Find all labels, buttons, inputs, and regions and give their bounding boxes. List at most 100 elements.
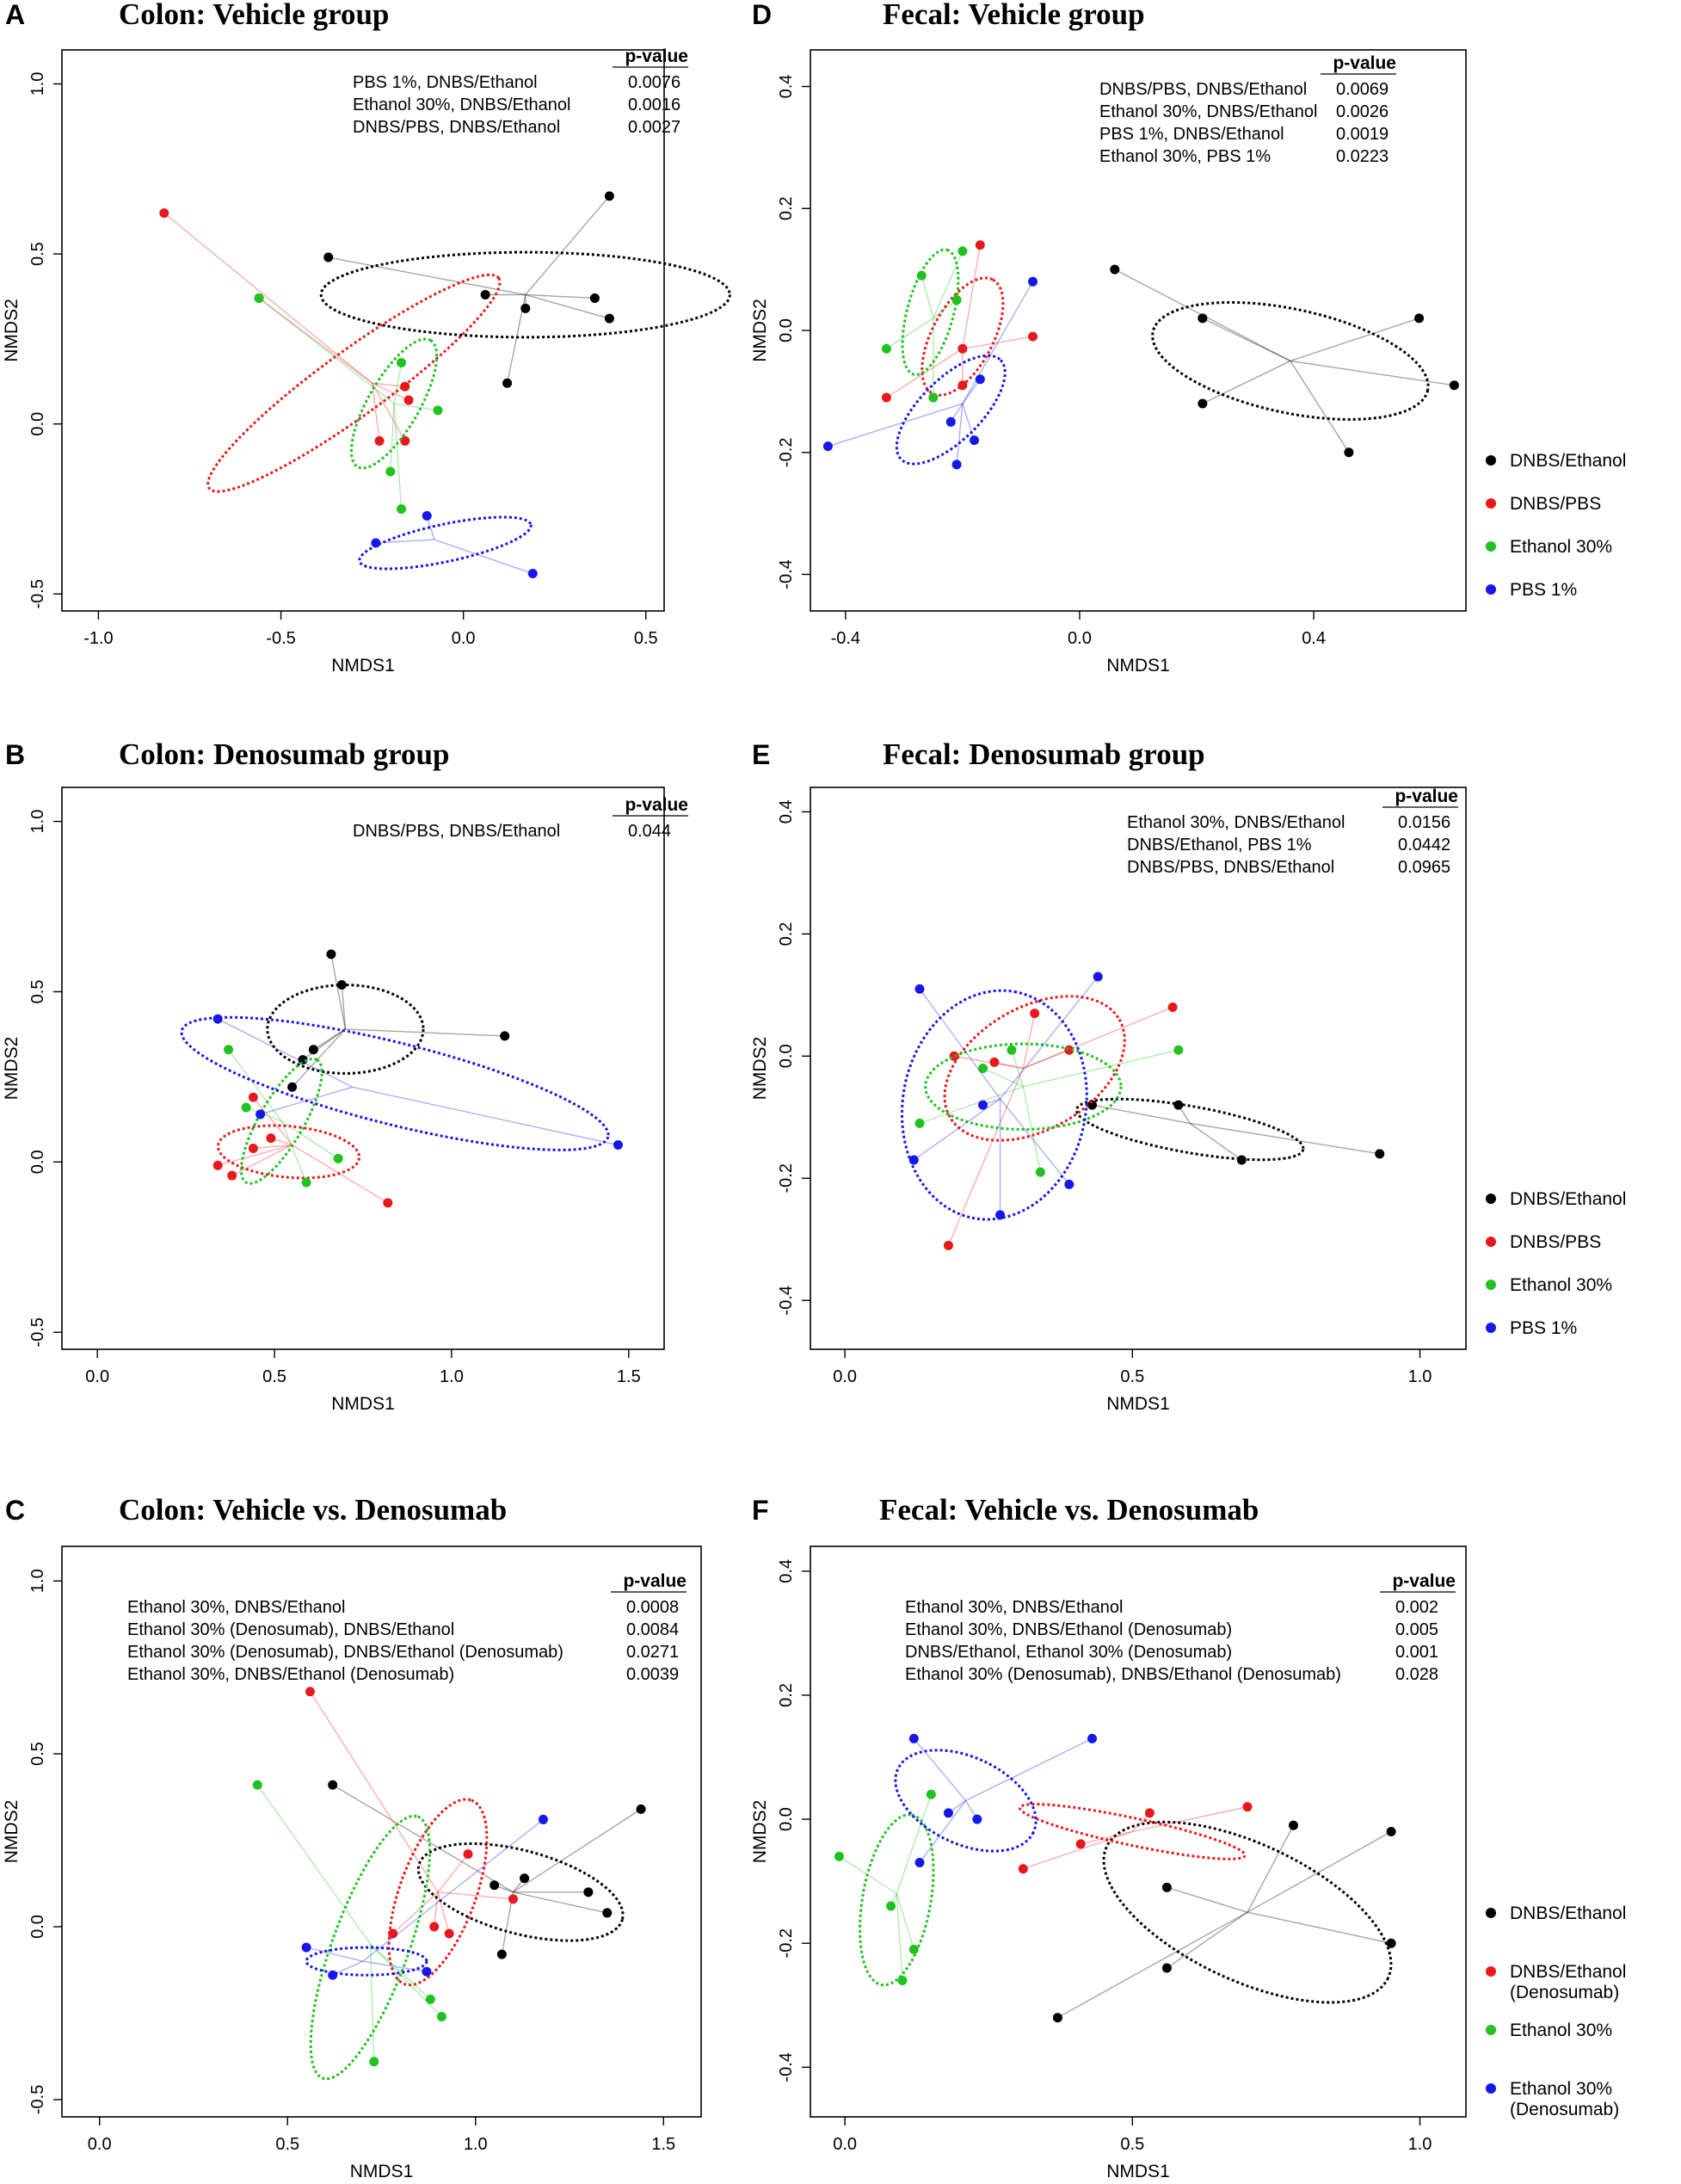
pvalue-value: 0.001	[1395, 1643, 1438, 1662]
spider-line	[896, 1794, 933, 1894]
pvalue-value: 0.0069	[1336, 80, 1389, 99]
data-point	[945, 416, 956, 427]
pvalue-comparison: PBS 1%, DNBS/Ethanol	[353, 73, 538, 92]
data-point	[613, 1140, 623, 1151]
legend-label-suffix: (Denosumab)	[1510, 2100, 1619, 2119]
x-tick-label: 0.5	[262, 1367, 286, 1386]
legend-marker	[1486, 1323, 1496, 1333]
spider-line	[1000, 1098, 1070, 1185]
x-axis-label: NMDS1	[331, 1394, 395, 1414]
data-point	[995, 1210, 1006, 1220]
spider-line	[525, 293, 595, 299]
legend-label: Ethanol 30%	[1510, 2021, 1612, 2040]
legend-marker	[1486, 1237, 1496, 1247]
confidence-ellipse	[319, 250, 731, 339]
spider-line	[933, 250, 964, 319]
spider-line	[252, 1096, 293, 1145]
data-point	[957, 380, 968, 391]
spider-line	[217, 1144, 292, 1166]
plot-frame	[61, 1545, 702, 2118]
y-tick-label: 0.0	[28, 1150, 47, 1174]
y-tick-label: 1.0	[28, 810, 47, 834]
confidence-ellipse	[1019, 1803, 1247, 1860]
pvalue-value: 0.0039	[626, 1665, 679, 1684]
data-point	[301, 1177, 311, 1188]
data-point	[636, 1804, 646, 1814]
spider-line	[886, 348, 964, 398]
data-point	[333, 1153, 343, 1163]
spider-line	[292, 1028, 346, 1088]
series-dnbs-ethanol	[1052, 1820, 1396, 2023]
spider-line	[1247, 1824, 1295, 1913]
data-point	[1064, 1179, 1074, 1189]
spider-line	[933, 299, 957, 319]
spider-line	[953, 1055, 1024, 1070]
plot-frame	[61, 49, 665, 612]
pvalue-header: p-value	[1392, 1571, 1456, 1591]
data-point	[916, 270, 927, 281]
data-point	[436, 2011, 446, 2021]
legend-label: DNBS/PBS	[1510, 494, 1601, 514]
pvalue-value: 0.044	[628, 822, 671, 841]
legend-label-suffix: (Denosumab)	[1510, 1983, 1619, 2002]
legend-label: DNBS/Ethanol	[1510, 1962, 1626, 1982]
data-point	[1007, 1045, 1017, 1055]
series-ethanol-30-denosumab	[301, 1814, 548, 1980]
spider-line	[965, 1737, 1093, 1802]
pvalue-comparison: Ethanol 30%, DNBS/Ethanol (Denosumab)	[127, 1665, 454, 1684]
series-ethanol-30	[224, 1045, 343, 1188]
x-tick-label: -1.0	[83, 629, 113, 648]
x-tick-label: 0.5	[1120, 2135, 1144, 2154]
legend-label: Ethanol 30%	[1510, 537, 1612, 557]
data-point	[252, 1780, 262, 1790]
data-point	[589, 293, 600, 303]
panel-title: Colon: Vehicle group	[119, 0, 389, 31]
panel-letter: C	[5, 1495, 25, 1526]
data-point	[520, 303, 531, 313]
spider-line	[896, 1893, 914, 1950]
pvalue-comparison: Ethanol 30%, DNBS/Ethanol	[905, 1598, 1124, 1617]
y-tick-label: 0.5	[28, 980, 47, 1004]
data-point	[1386, 1938, 1396, 1948]
spider-line	[1167, 1911, 1248, 1969]
spider-line	[437, 1891, 514, 1900]
series-dnbs-pbs	[212, 1092, 393, 1208]
spider-line	[231, 1144, 292, 1176]
legend: DNBS/EthanolDNBS/Ethanol(Denosumab)Ethan…	[1486, 1903, 1626, 2119]
x-tick-label: 0.4	[1302, 629, 1326, 648]
x-tick-label: 0.5	[1120, 1367, 1144, 1386]
pvalue-comparison: DNBS/Ethanol, PBS 1%	[1127, 836, 1312, 854]
spider-line	[513, 1891, 607, 1914]
spider-line	[1202, 360, 1291, 404]
spider-line	[1000, 976, 1099, 1100]
confidence-ellipse	[1102, 1820, 1393, 2004]
data-point	[248, 1144, 258, 1154]
data-point	[1075, 1839, 1086, 1849]
pvalue-value: 0.0271	[626, 1643, 679, 1662]
spider-line	[369, 1944, 375, 2062]
pvalue-value: 0.0965	[1398, 858, 1450, 877]
spider-line	[1023, 1049, 1179, 1088]
pvalue-table: p-value Ethanol 30%, DNBS/Ethanol 0.002 Eth…	[905, 1571, 1456, 1684]
data-point	[433, 405, 443, 416]
y-tick-label: -0.5	[28, 2085, 47, 2114]
y-tick-label: -0.5	[28, 1317, 47, 1347]
spider-line	[393, 362, 403, 404]
data-point	[1375, 1149, 1385, 1159]
panel-letter: B	[5, 739, 25, 770]
spider-line	[163, 213, 373, 384]
pvalue-header: p-value	[625, 46, 688, 66]
y-tick-label: -0.4	[777, 559, 796, 589]
legend-marker	[1486, 584, 1496, 595]
data-point	[1110, 264, 1120, 275]
legend-label: PBS 1%	[1510, 1318, 1577, 1338]
data-point	[480, 290, 490, 300]
x-tick-label: 0.5	[634, 629, 658, 648]
data-point	[975, 240, 985, 250]
spider-line	[982, 1067, 1024, 1088]
data-point	[943, 1808, 953, 1818]
data-point	[397, 358, 407, 368]
data-point	[1198, 313, 1208, 324]
x-tick-label: 0.0	[833, 1367, 857, 1386]
y-axis-label: NMDS2	[2, 1800, 22, 1864]
